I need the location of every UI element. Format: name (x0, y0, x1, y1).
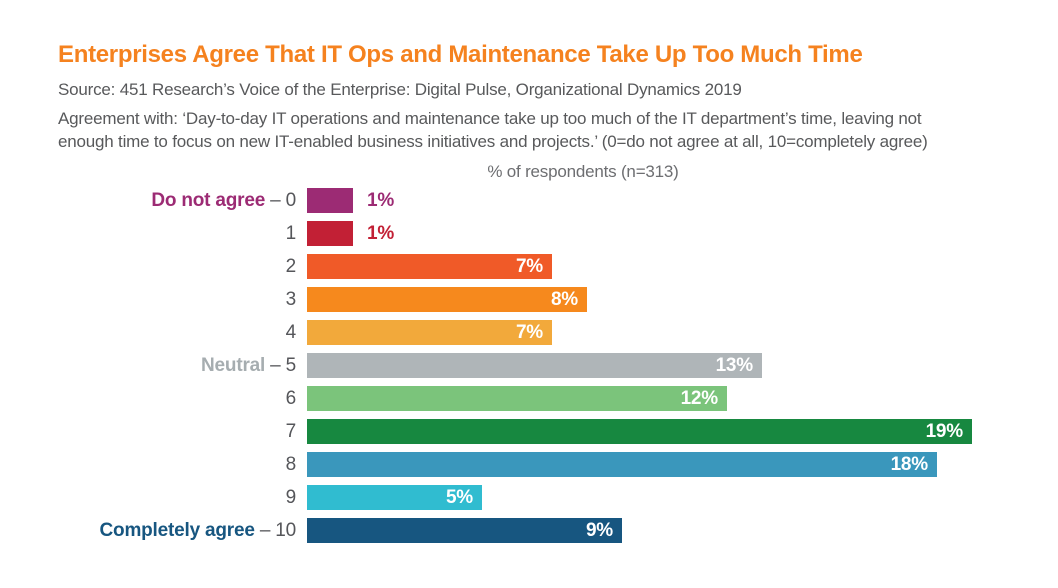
value-label-score-8: 18% (890, 453, 929, 475)
bar-chart: % of respondents (n=313) Do not agree – … (58, 161, 1000, 543)
chart-row-score-0: Do not agree – 0 1% (58, 188, 1000, 213)
row-label-score-6: 6 (58, 386, 297, 411)
chart-row-score-5: Neutral – 5 13% (58, 353, 1000, 378)
bar-score-10: 9% (307, 518, 622, 543)
bar-track: 12% (307, 386, 1000, 411)
value-label-score-9: 5% (445, 486, 473, 508)
chart-row-score-10: Completely agree – 10 9% (58, 518, 1000, 543)
value-label-score-0: 1% (367, 190, 395, 211)
bar-score-2: 7% (307, 254, 552, 279)
bar-score-0 (307, 188, 353, 213)
value-label-score-3: 8% (550, 288, 578, 310)
row-label-score-2: 2 (58, 254, 297, 279)
bar-score-5: 13% (307, 353, 762, 378)
survey-question-text: Agreement with: ‘Day-to-day IT operation… (58, 107, 1000, 153)
bar-track: 13% (307, 353, 1000, 378)
page-title: Enterprises Agree That IT Ops and Mainte… (58, 41, 863, 68)
bar-track: 5% (307, 485, 1000, 510)
tick-number: 1 (285, 223, 297, 244)
tick-number: 6 (285, 388, 297, 409)
chart-row-score-9: 9 5% (58, 485, 1000, 510)
value-label-score-1: 1% (367, 223, 395, 244)
chart-row-score-8: 8 18% (58, 452, 1000, 477)
dash-separator: – (265, 190, 286, 211)
tick-number: 0 (285, 190, 297, 211)
row-label-score-8: 8 (58, 452, 297, 477)
bar-score-4: 7% (307, 320, 552, 345)
bar-score-1 (307, 221, 353, 246)
row-label-score-4: 4 (58, 320, 297, 345)
value-label-score-2: 7% (515, 255, 543, 277)
row-label-score-5: Neutral – 5 (58, 353, 296, 378)
value-label-score-10: 9% (585, 519, 613, 541)
value-label-score-7: 19% (925, 420, 964, 442)
dash-separator: – (254, 520, 276, 541)
scale-anchor-label: Do not agree (151, 190, 266, 211)
tick-number: 7 (285, 421, 297, 442)
tick-number: 3 (285, 289, 297, 310)
tick-number: 10 (275, 520, 296, 541)
chart-row-score-1: 1 1% (58, 221, 1000, 246)
bar-score-6: 12% (307, 386, 727, 411)
bar-track: 7% (307, 254, 1000, 279)
bar-track: 1% (307, 221, 1000, 246)
bar-track: 7% (307, 320, 1000, 345)
scale-anchor-label: Neutral (201, 355, 266, 376)
header: Enterprises Agree That IT Ops and Mainte… (58, 40, 1000, 153)
row-label-score-10: Completely agree – 10 (58, 518, 297, 543)
chart-rows: Do not agree – 0 1% 1 1% 2 7% 3 8% 4 7% Neutral – … (58, 188, 1000, 543)
value-label-score-6: 12% (680, 387, 719, 409)
row-label-score-7: 7 (58, 419, 297, 444)
bar-track: 8% (307, 287, 1000, 312)
bar-score-9: 5% (307, 485, 482, 510)
chart-row-score-3: 3 8% (58, 287, 1000, 312)
bar-score-3: 8% (307, 287, 587, 312)
row-label-score-1: 1 (58, 221, 297, 246)
bar-score-7: 19% (307, 419, 972, 444)
survey-question-line-1: Agreement with: ‘Day-to-day IT operation… (58, 109, 922, 128)
row-label-score-3: 3 (58, 287, 297, 312)
row-label-score-9: 9 (58, 485, 297, 510)
bar-track: 9% (307, 518, 1000, 543)
chart-row-score-6: 6 12% (58, 386, 1000, 411)
survey-question-line-2: enough time to focus on new IT-enabled b… (58, 132, 928, 151)
value-label-score-5: 13% (715, 354, 754, 376)
dash-separator: – (265, 355, 286, 376)
tick-number: 2 (285, 256, 297, 277)
value-label-score-4: 7% (515, 321, 543, 343)
axis-title: % of respondents (n=313) (487, 162, 679, 181)
source-line: Source: 451 Research’s Voice of the Ente… (58, 80, 742, 99)
chart-row-score-2: 2 7% (58, 254, 1000, 279)
tick-number: 5 (285, 355, 297, 376)
tick-number: 8 (285, 454, 297, 475)
chart-row-score-4: 4 7% (58, 320, 1000, 345)
tick-number: 9 (285, 487, 297, 508)
bar-score-8: 18% (307, 452, 937, 477)
scale-anchor-label: Completely agree (99, 520, 255, 541)
bar-track: 18% (307, 452, 1000, 477)
row-label-score-0: Do not agree – 0 (58, 188, 296, 213)
bar-track: 1% (307, 188, 1000, 213)
chart-row-score-7: 7 19% (58, 419, 1000, 444)
page: Enterprises Agree That IT Ops and Mainte… (58, 40, 1000, 543)
tick-number: 4 (285, 322, 297, 343)
bar-track: 19% (307, 419, 1000, 444)
